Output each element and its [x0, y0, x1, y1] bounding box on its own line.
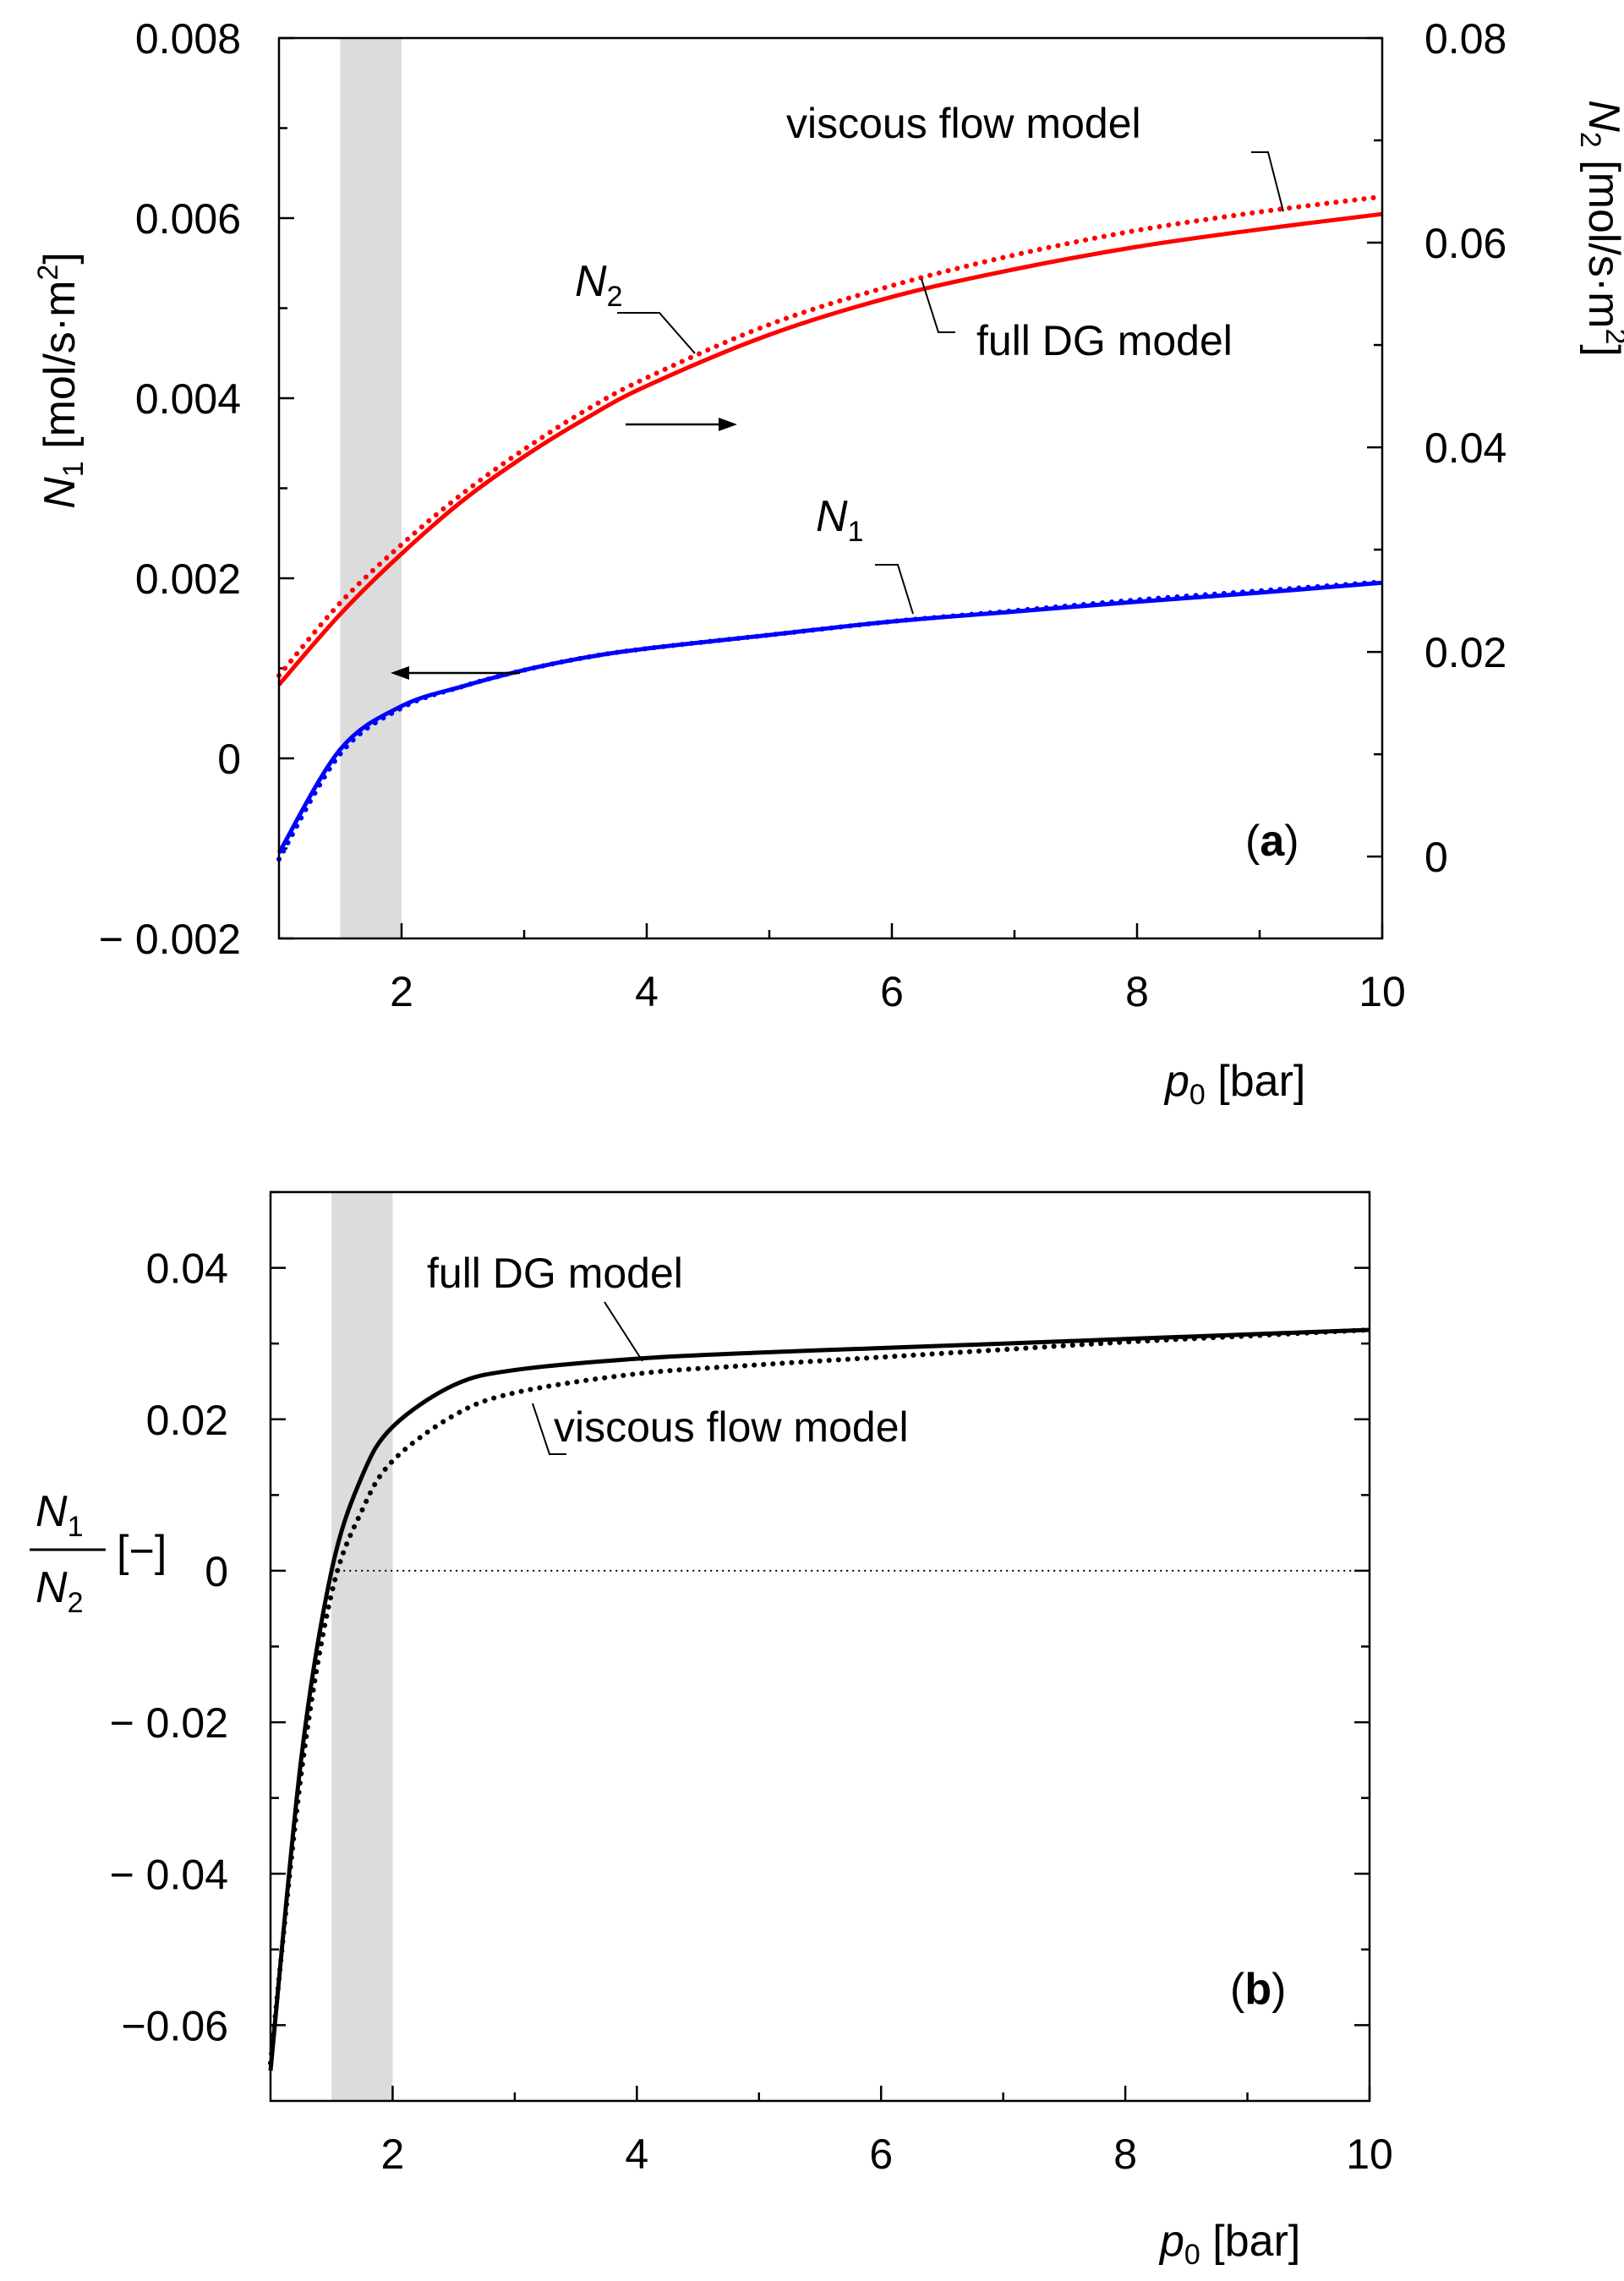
panel-label-b: (b) [1230, 1965, 1286, 2014]
y-axis-label-right-a: N2 [mol/s·m2] [1574, 100, 1624, 357]
annotation-viscous-a: viscous flow model [786, 100, 1141, 147]
series-b [268, 1327, 1372, 2071]
x-tick-label-a: 10 [1359, 968, 1406, 1015]
arrow-to-left-axis [391, 666, 520, 680]
x-tick-label-b: 10 [1346, 2131, 1393, 2178]
x-tick-label-a: 6 [880, 968, 904, 1015]
leader-full-dg-b [604, 1301, 643, 1362]
leader-n1-a [875, 564, 914, 615]
series-line-b-viscous-flow-model [268, 1327, 1372, 2066]
arrow-to-right-axis [626, 418, 737, 431]
y-tick-label-b: 0.02 [146, 1397, 228, 1444]
annotation-n2-a: N2 [575, 257, 622, 313]
y-tick-label-b: − 0.02 [110, 1699, 228, 1747]
x-tick-label-b: 4 [625, 2131, 648, 2178]
series-line-n1-viscous-flow-model [276, 579, 1385, 862]
series-line-n2-viscous-flow-model [276, 194, 1385, 678]
series-line-n2-full-dg-model [277, 211, 1383, 686]
annotation-full-dg-a: full DG model [976, 317, 1233, 364]
annotation-viscous-b: viscous flow model [554, 1403, 909, 1451]
leader-viscous-b [532, 1403, 566, 1455]
x-tick-label-a: 4 [635, 968, 659, 1015]
leader-full-dg-a [921, 278, 955, 333]
y-tick-label-left-a: 0.004 [135, 375, 241, 423]
panel-label-a: (a) [1245, 817, 1299, 866]
y-tick-label-left-a: 0 [217, 736, 241, 783]
x-tick-label-b: 8 [1113, 2131, 1137, 2178]
shaded-band-b [331, 1192, 393, 2101]
y-tick-label-b: 0 [205, 1548, 228, 1595]
y-tick-label-right-a: 0.02 [1424, 629, 1506, 676]
y-tick-label-left-a: − 0.002 [99, 916, 241, 963]
y-tick-label-right-a: 0.06 [1424, 220, 1506, 267]
x-tick-label-b: 2 [381, 2131, 405, 2178]
shaded-band-a [340, 38, 402, 938]
plot-frame-a [277, 36, 1384, 940]
y-tick-label-left-a: 0.002 [135, 555, 241, 603]
y-tick-label-b: 0.04 [146, 1245, 228, 1293]
y-tick-label-b: −0.06 [121, 2002, 228, 2049]
chart-panel-a: 2 4 6 8 10 − 0.002 0 0.002 0.004 0.006 0.008 0 0.02 0… [32, 15, 1624, 1111]
plot-frame-b [269, 1190, 1371, 2103]
y-tick-label-b: − 0.04 [110, 1851, 228, 1898]
annotation-n1-a: N1 [816, 492, 863, 548]
x-axis-label-b: p0 [bar] [1158, 2217, 1300, 2271]
ticks-a: 2 4 6 8 10 − 0.002 0 0.002 0.004 0.006 0.008 0 0.02 0… [99, 15, 1507, 1015]
x-axis-label-a: p0 [bar] [1163, 1057, 1305, 1111]
y-label-numerator: N1 [36, 1487, 83, 1543]
y-tick-label-right-a: 0.04 [1424, 424, 1506, 472]
y-label-denominator: N2 [36, 1563, 83, 1619]
leader-n2-a [617, 312, 696, 354]
y-axis-label-left-a: N1 [mol/s·m2] [32, 252, 90, 509]
ticks-b: 2 4 6 8 10 −0.06 − 0.04 − 0.02 0 0.02 0.04 [110, 1190, 1393, 2178]
chart-panel-b: 2 4 6 8 10 −0.06 − 0.04 − 0.02 0 0.02 0.04 full DG… [30, 1190, 1393, 2271]
y-axis-label-b: N1 N2 [−] [30, 1487, 167, 1619]
y-tick-label-left-a: 0.006 [135, 195, 241, 243]
y-tick-label-right-a: 0 [1424, 834, 1448, 881]
x-tick-label-a: 2 [390, 968, 413, 1015]
series-a [276, 194, 1385, 862]
y-label-unit: [−] [117, 1527, 167, 1576]
annotation-full-dg-b: full DG model [427, 1250, 683, 1297]
leader-viscous-a [1251, 151, 1284, 212]
y-tick-label-right-a: 0.08 [1424, 15, 1506, 63]
series-line-b-full-dg-model [268, 1327, 1370, 2071]
x-tick-label-b: 6 [869, 2131, 893, 2178]
y-tick-label-left-a: 0.008 [135, 15, 241, 63]
x-tick-label-a: 8 [1125, 968, 1149, 1015]
